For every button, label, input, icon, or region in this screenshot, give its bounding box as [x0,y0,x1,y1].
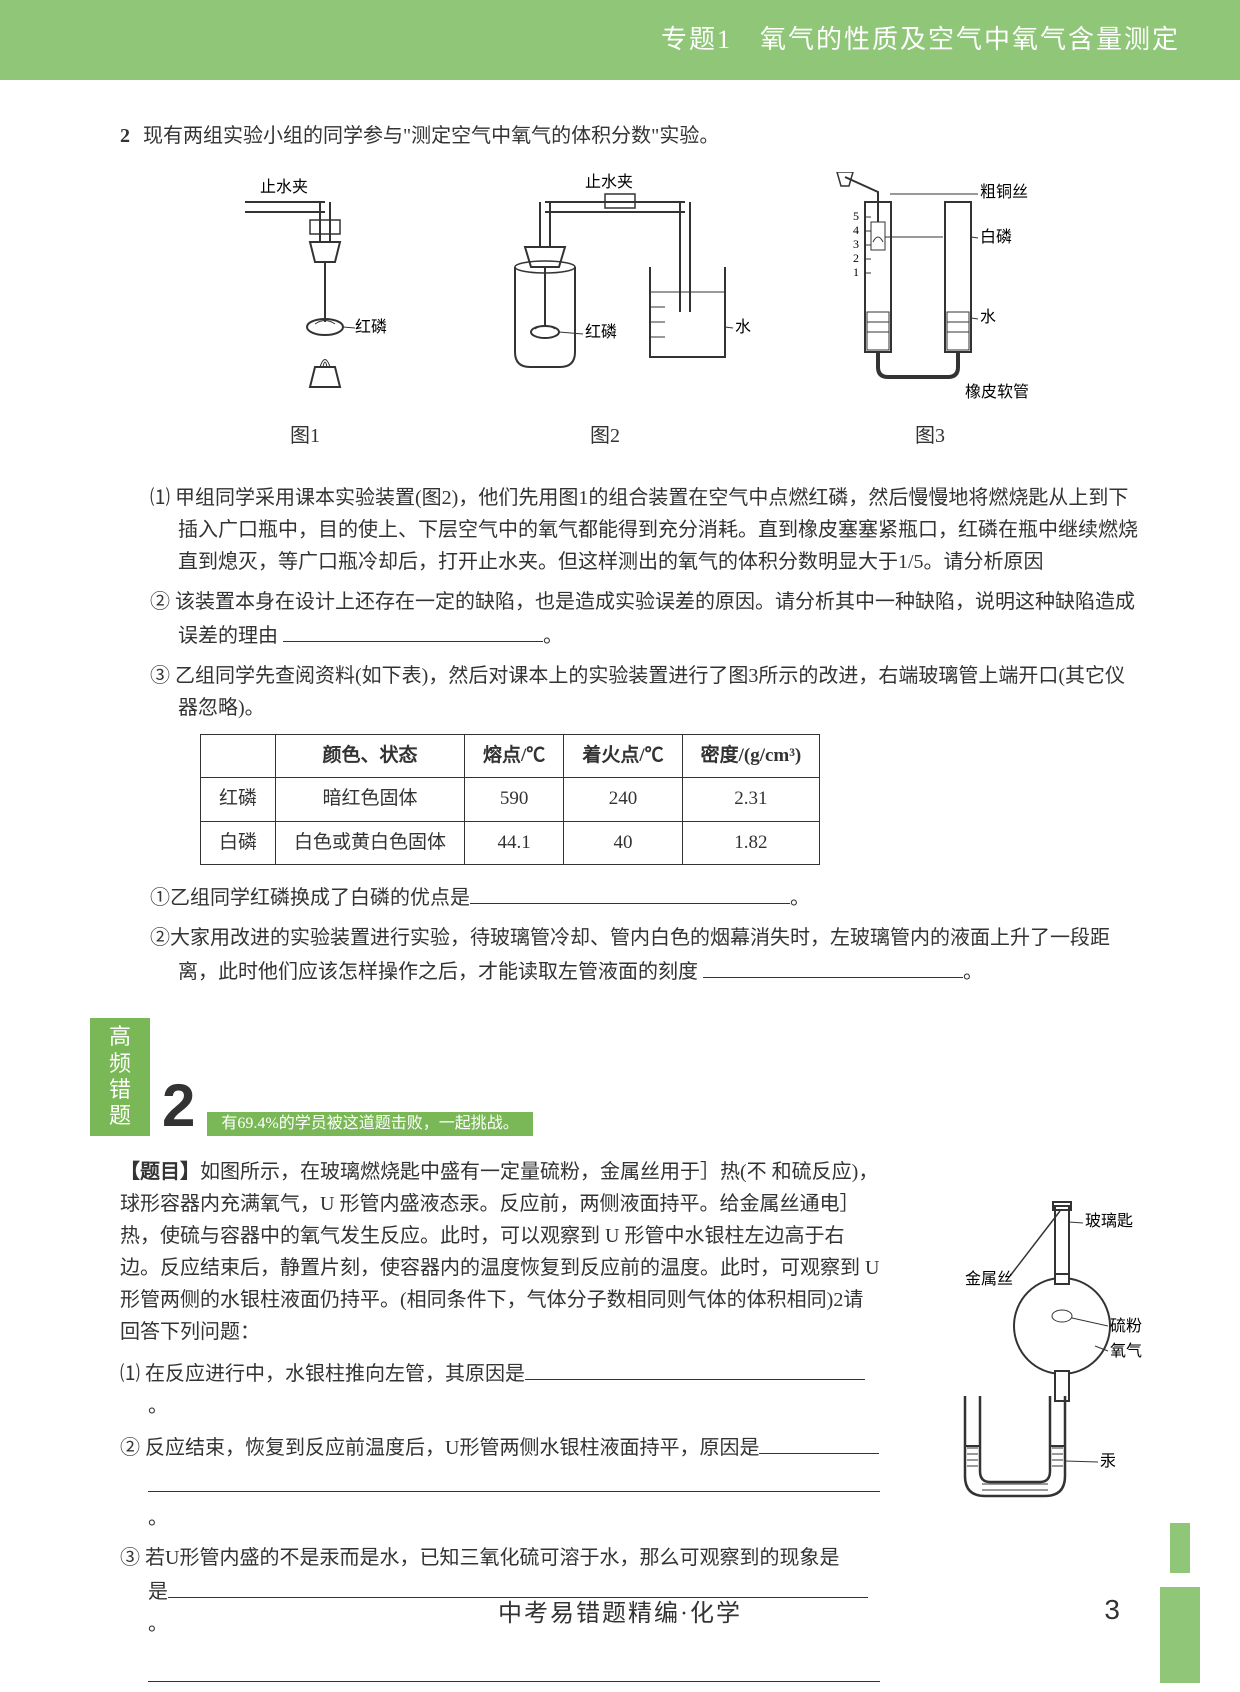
figure-3-svg: 5 4 3 2 1 粗铜丝 白磷 水 [815,172,1045,402]
pf-wire-label: 金属丝 [965,1270,1013,1288]
problem-q2: ② 反应结束，恢复到反应前温度后，U形管两侧水银柱液面持平，原因是 。 [120,1430,880,1534]
table-header-row: 颜色、状态 熔点/℃ 着火点/℃ 密度/(g/cm³) [201,735,820,778]
fig2-water-label: 水 [735,318,751,336]
corner-decoration [1160,1523,1200,1683]
figure-2-svg: 止水夹 红磷 [455,172,755,402]
problem-figure: 玻璃匙 金属丝 硫粉 氧气 [910,1196,1160,1516]
pf-spoon-label: 玻璃匙 [1085,1212,1133,1230]
fig3-water-label: 水 [980,308,996,326]
sub-question-3-intro: ③ 乙组同学先查阅资料(如下表)，然后对课本上的实验装置进行了图3所示的改进，右… [150,660,1140,724]
fig2-caption: 图2 [455,420,755,452]
fig2-clip-label: 止水夹 [585,173,633,191]
pf-sulfur-label: 硫粉 [1110,1317,1142,1335]
table-row: 红磷 暗红色固体 590 240 2.31 [201,778,820,821]
page-content: 2 现有两组实验小组的同学参与"测定空气中氧气的体积分数"实验。 止水夹 红磷 [0,80,1240,1692]
fig3-caption: 图3 [815,420,1045,452]
question-2-intro: 2 现有两组实验小组的同学参与"测定空气中氧气的体积分数"实验。 [120,120,1140,152]
header-title: 专题1 氧气的性质及空气中氧气含量测定 [661,19,1180,61]
sub-question-2: ② 该装置本身在设计上还存在一定的缺陷，也是造成实验误差的原因。请分析其中一种缺… [150,586,1140,652]
tag-number: 2 [162,1076,195,1136]
fig1-clip-label: 止水夹 [260,178,308,196]
fig1-redp-label: 红磷 [355,318,387,336]
sub-question-3-2: ②大家用改进的实验装置进行实验，待玻璃管冷却、管内白色的烟幕消失时，左玻璃管内的… [150,922,1140,988]
fig3-tube-label: 橡皮软管 [965,383,1029,401]
problem-main-text: 如图所示，在玻璃燃烧匙中盛有一定量硫粉，金属丝用于］热(不 和硫反应)，球形容器… [120,1161,879,1343]
table-row: 白磷 白色或黄白色固体 44.1 40 1.82 [201,821,820,864]
figure-1-svg: 止水夹 红磷 [215,172,395,402]
fig2-redp-label: 红磷 [585,323,617,341]
table-col-state: 颜色、状态 [276,735,465,778]
page-number: 3 [1104,1588,1120,1633]
table-col-melt: 熔点/℃ [465,735,564,778]
svg-text:3: 3 [853,237,859,251]
figure-1: 止水夹 红磷 图1 [215,172,395,452]
fig3-whitep-label: 白磷 [980,228,1012,246]
sub-question-3-1: ①乙组同学红磷换成了白磷的优点是。 [150,880,1140,914]
header-bar: 专题1 氧气的性质及空气中氧气含量测定 [0,0,1240,80]
figures-row: 止水夹 红磷 图1 止水夹 [120,172,1140,452]
problem-prefix: 【题目】 [120,1161,200,1183]
fig3-wire-label: 粗铜丝 [980,183,1028,201]
table-col-ignite: 着火点/℃ [564,735,682,778]
svg-text:1: 1 [853,265,859,279]
problem-figure-svg: 玻璃匙 金属丝 硫粉 氧气 [910,1196,1160,1506]
footer-series: 中考易错题精编·化学 [0,1595,1240,1633]
table-col-blank [201,735,276,778]
svg-text:5: 5 [853,209,859,223]
phosphorus-table: 颜色、状态 熔点/℃ 着火点/℃ 密度/(g/cm³) 红磷 暗红色固体 590… [200,734,820,865]
fig1-caption: 图1 [215,420,395,452]
question-intro-text: 现有两组实验小组的同学参与"测定空气中氧气的体积分数"实验。 [143,125,719,147]
pf-oxygen-label: 氧气 [1110,1342,1142,1360]
tag-strip: 有69.4%的学员被这道题击败，一起挑战。 [207,1112,532,1136]
sub-question-1: ⑴ 甲组同学采用课本实验装置(图2)，他们先用图1的组合装置在空气中点燃红磷，然… [150,482,1140,578]
svg-text:4: 4 [853,223,859,237]
page-footer: 中考易错题精编·化学 3 [0,1595,1240,1633]
section-tag: 高频 错题 2 有69.4%的学员被这道题击败，一起挑战。 [90,1018,1140,1136]
table-col-density: 密度/(g/cm³) [682,735,820,778]
figure-2: 止水夹 红磷 [455,172,755,452]
tag-box: 高频 错题 [90,1018,150,1136]
figure-3: 5 4 3 2 1 粗铜丝 白磷 水 [815,172,1045,452]
question-number: 2 [120,125,130,147]
svg-text:2: 2 [853,251,859,265]
problem-q1: ⑴ 在反应进行中，水银柱推向左管，其原因是。 [120,1356,880,1422]
pf-mercury-label: 汞 [1100,1453,1116,1470]
